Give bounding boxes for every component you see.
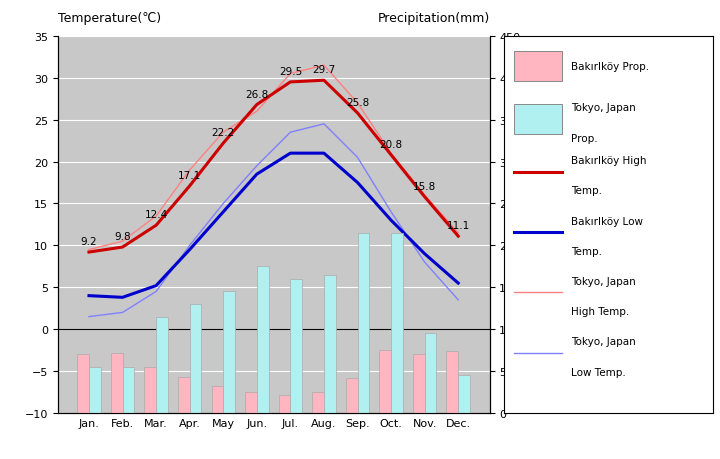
Bar — [290, 279, 302, 413]
Text: 20.8: 20.8 — [379, 140, 402, 150]
Text: 11.1: 11.1 — [446, 221, 470, 231]
Bar — [324, 275, 336, 413]
Text: Temp.: Temp. — [571, 246, 602, 256]
Text: 12.4: 12.4 — [145, 210, 168, 220]
Text: Prop.: Prop. — [571, 134, 598, 143]
Text: Tokyo, Japan: Tokyo, Japan — [571, 336, 636, 347]
Text: 29.7: 29.7 — [312, 65, 336, 75]
Bar — [279, 395, 290, 413]
Text: 9.2: 9.2 — [81, 237, 97, 246]
Text: 17.1: 17.1 — [178, 171, 202, 180]
Text: Bakırlköy Prop.: Bakırlköy Prop. — [571, 62, 649, 72]
Bar — [312, 392, 324, 413]
Bar — [458, 375, 470, 413]
Bar — [346, 378, 358, 413]
Text: 25.8: 25.8 — [346, 98, 369, 108]
Text: Bakırlköy Low: Bakırlköy Low — [571, 216, 643, 226]
Bar — [178, 377, 189, 413]
Bar — [223, 292, 235, 413]
Text: 15.8: 15.8 — [413, 181, 436, 191]
Bar — [145, 367, 156, 413]
Text: 26.8: 26.8 — [246, 90, 269, 100]
Bar — [156, 317, 168, 413]
Bar — [379, 350, 391, 413]
Bar — [212, 386, 223, 413]
Bar — [358, 233, 369, 413]
Text: Precipitation(mm): Precipitation(mm) — [377, 12, 490, 25]
Text: High Temp.: High Temp. — [571, 307, 629, 316]
Bar — [89, 367, 101, 413]
Bar — [122, 367, 135, 413]
FancyBboxPatch shape — [514, 105, 562, 134]
Bar — [257, 267, 269, 413]
Text: Temperature(℃): Temperature(℃) — [58, 12, 161, 25]
Bar — [413, 354, 425, 413]
Bar — [446, 351, 458, 413]
Text: 9.8: 9.8 — [114, 232, 131, 241]
Bar — [391, 233, 402, 413]
Text: Tokyo, Japan: Tokyo, Japan — [571, 276, 636, 286]
FancyBboxPatch shape — [514, 52, 562, 82]
Text: Low Temp.: Low Temp. — [571, 367, 626, 377]
Bar — [425, 334, 436, 413]
Bar — [189, 304, 202, 413]
Bar — [77, 354, 89, 413]
Bar — [111, 353, 122, 413]
Bar — [245, 392, 257, 413]
Text: Temp.: Temp. — [571, 186, 602, 196]
Text: 22.2: 22.2 — [212, 128, 235, 138]
Text: 29.5: 29.5 — [279, 67, 302, 77]
Text: Bakırlköy High: Bakırlköy High — [571, 156, 647, 166]
Text: Tokyo, Japan: Tokyo, Japan — [571, 103, 636, 113]
